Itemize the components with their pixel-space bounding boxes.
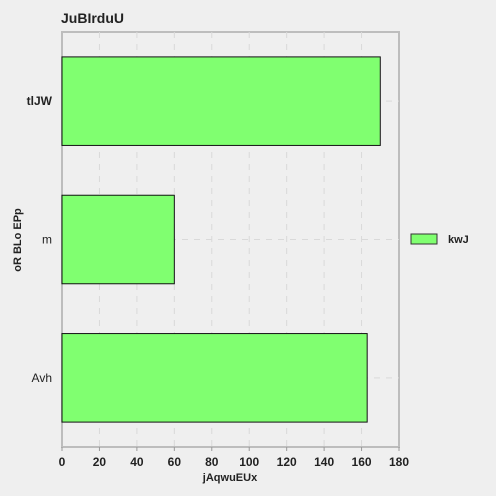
x-tick-label: 0	[59, 455, 66, 469]
x-tick-label: 180	[389, 455, 409, 469]
x-tick-label: 160	[352, 455, 372, 469]
y-axis-ticks: tlJW m Avh	[27, 94, 53, 385]
x-tick-label: 140	[314, 455, 334, 469]
x-tick-label: 100	[239, 455, 259, 469]
x-tick-label: 80	[205, 455, 219, 469]
bar	[61, 194, 175, 285]
x-tick-label: 120	[277, 455, 297, 469]
y-axis-label: oR BLo EPp	[12, 208, 24, 272]
bar	[61, 333, 368, 423]
chart-title: JuBIrduU	[61, 10, 124, 26]
x-tick-label: 20	[93, 455, 107, 469]
bar	[61, 56, 381, 146]
x-tick-label: 40	[130, 455, 144, 469]
x-tick-label: 60	[168, 455, 182, 469]
legend: kwJ	[410, 233, 469, 246]
x-axis-ticks: 0 20 40 60 80 100 120 140 160 180	[59, 447, 409, 469]
legend-label: kwJ	[448, 234, 469, 246]
y-tick-label: Avh	[32, 371, 52, 385]
y-tick-label: tlJW	[27, 94, 53, 108]
x-axis-label: jAqwuEUx	[202, 472, 258, 484]
y-tick-label: m	[42, 233, 52, 247]
bars	[61, 56, 381, 423]
legend-swatch	[410, 233, 438, 245]
